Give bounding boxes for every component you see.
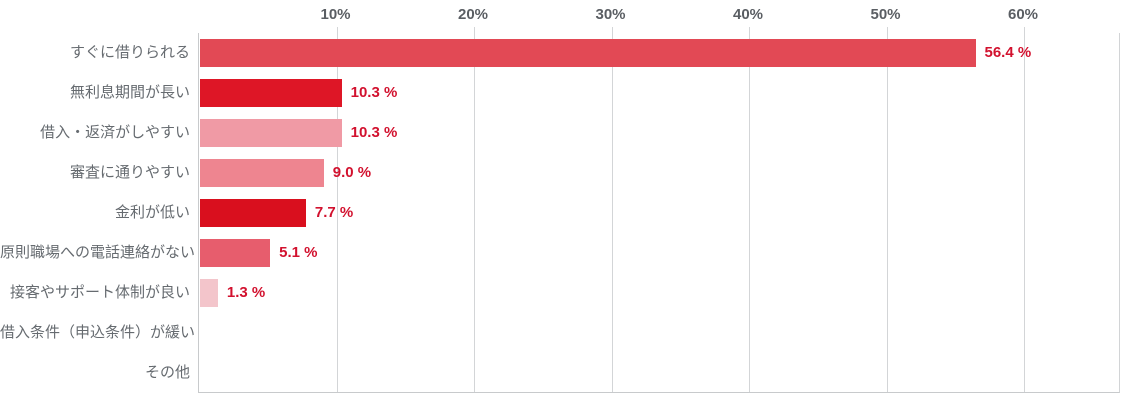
bar bbox=[200, 159, 324, 187]
bar-value-label: 1.3 % bbox=[226, 284, 266, 301]
gridline bbox=[336, 27, 338, 392]
category-label: 無利息期間が長い bbox=[69, 84, 190, 101]
x-axis-tick-label: 10% bbox=[320, 6, 351, 23]
bar bbox=[200, 239, 271, 267]
x-axis-tick-label: 20% bbox=[457, 6, 489, 23]
category-label: その他 bbox=[144, 364, 190, 381]
bar-value-label: 56.4 % bbox=[984, 44, 1032, 61]
category-label: すぐに借りられる bbox=[69, 44, 190, 61]
bar-value-label: 7.7 % bbox=[314, 204, 354, 221]
category-label: 借入・返済がしやすい bbox=[40, 124, 190, 141]
plot-area bbox=[198, 27, 1120, 393]
gridline bbox=[749, 27, 750, 392]
bar bbox=[200, 279, 218, 307]
x-axis-tick-label: 50% bbox=[870, 6, 901, 23]
bar-value-label: 10.3 % bbox=[350, 84, 398, 101]
gridline bbox=[1024, 27, 1025, 392]
bar bbox=[200, 119, 342, 147]
category-label: 借入条件（申込条件）が緩い bbox=[0, 324, 196, 341]
gridline bbox=[611, 27, 613, 392]
category-label: 審査に通りやすい bbox=[69, 164, 190, 181]
x-axis-tick-label: 30% bbox=[595, 6, 626, 23]
bar-value-label: 10.3 % bbox=[350, 124, 398, 141]
x-axis-tick-label: 40% bbox=[732, 6, 764, 23]
bar bbox=[200, 79, 342, 107]
bar bbox=[200, 199, 306, 227]
category-label: 金利が低い bbox=[114, 204, 190, 221]
category-label: 原則職場への電話連絡がない bbox=[0, 244, 196, 261]
gridline bbox=[474, 27, 475, 392]
gridline bbox=[886, 27, 888, 392]
x-axis-tick-label: 60% bbox=[1007, 6, 1039, 23]
bar-value-label: 9.0 % bbox=[332, 164, 372, 181]
bar bbox=[200, 39, 976, 67]
category-label: 接客やサポート体制が良い bbox=[9, 284, 190, 301]
bar-value-label: 5.1 % bbox=[279, 244, 318, 261]
